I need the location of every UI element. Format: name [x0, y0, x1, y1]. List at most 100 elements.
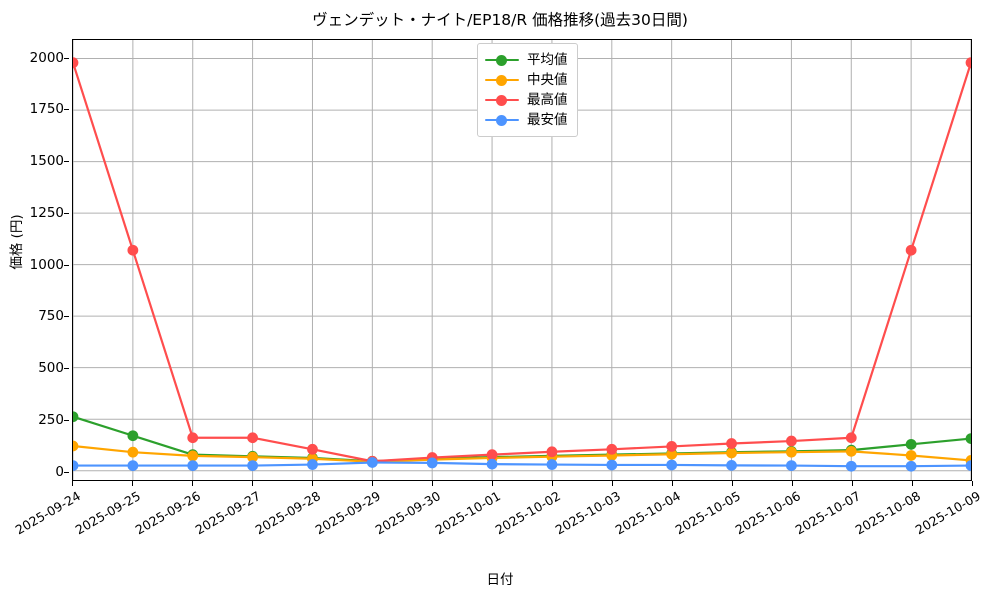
- data-point: [905, 438, 917, 450]
- data-point: [786, 446, 797, 458]
- y-tick-label: 0: [55, 463, 64, 480]
- data-point: [187, 450, 199, 462]
- y-tick-label: 1750: [29, 101, 64, 118]
- series-line: [73, 61, 971, 463]
- data-point: [726, 459, 737, 471]
- y-tick-label: 1000: [29, 256, 64, 273]
- y-tick-label: 1500: [29, 153, 64, 170]
- legend-item[interactable]: 平均値: [485, 50, 568, 70]
- x-tick-mark: [492, 481, 493, 486]
- data-point: [606, 459, 618, 471]
- y-tick-label: 250: [38, 411, 64, 428]
- x-tick-mark: [612, 481, 613, 486]
- legend-label: 最安値: [527, 112, 568, 128]
- data-point: [965, 57, 971, 69]
- data-point: [845, 460, 857, 472]
- legend-marker-icon: [485, 53, 519, 67]
- data-point: [366, 457, 378, 468]
- data-point: [127, 460, 139, 471]
- x-tick-mark: [852, 481, 853, 486]
- y-tick-mark: [64, 368, 69, 370]
- legend-item[interactable]: 中央値: [485, 70, 568, 90]
- legend-label: 中央値: [527, 72, 568, 88]
- data-point: [905, 450, 917, 461]
- data-point: [845, 445, 857, 457]
- y-tick-label: 2000: [29, 49, 64, 66]
- y-tick-label: 500: [38, 360, 64, 377]
- data-point: [965, 433, 971, 444]
- data-point: [73, 57, 79, 69]
- data-point: [426, 457, 438, 469]
- data-point: [845, 432, 857, 444]
- y-tick-mark: [64, 109, 69, 111]
- data-point: [73, 460, 79, 471]
- x-axis-ticks: 2025-09-24 2025-09-25 2025-09-26 2025-09-27…: [0, 481, 1000, 581]
- data-point: [666, 441, 678, 452]
- data-point: [726, 447, 737, 459]
- x-tick-mark: [192, 481, 193, 486]
- data-point: [187, 460, 199, 471]
- legend-marker-icon: [485, 73, 519, 87]
- data-point: [247, 432, 258, 444]
- data-point: [127, 244, 139, 256]
- data-point: [546, 446, 558, 458]
- series-line: [73, 461, 971, 468]
- data-point: [187, 432, 199, 444]
- x-tick-mark: [672, 481, 673, 486]
- x-tick-mark: [252, 481, 253, 486]
- x-tick-mark: [432, 481, 433, 486]
- x-tick-mark: [132, 481, 133, 486]
- y-tick-mark: [64, 264, 69, 266]
- x-tick-mark: [372, 481, 373, 486]
- data-point: [666, 448, 678, 460]
- data-point: [786, 435, 797, 447]
- data-point: [247, 460, 258, 471]
- legend-marker-icon: [485, 113, 519, 127]
- data-point: [127, 430, 139, 442]
- data-point: [606, 443, 618, 455]
- y-tick-label: 1250: [29, 204, 64, 221]
- x-tick-mark: [972, 481, 973, 486]
- data-point: [73, 411, 79, 423]
- grid-lines: [73, 40, 971, 480]
- legend-item[interactable]: 最高値: [485, 90, 568, 110]
- chart-title: ヴェンデット・ナイト/EP18/R 価格推移(過去30日間): [312, 11, 688, 29]
- data-point: [786, 460, 797, 471]
- data-point: [905, 460, 917, 472]
- y-tick-mark: [64, 161, 69, 163]
- chart-legend: 平均値中央値最高値最安値: [477, 43, 578, 137]
- y-axis-ticks: 0 250 500 750 1000 1250 1500 1750 2000: [0, 39, 69, 481]
- x-tick-mark: [72, 481, 73, 486]
- x-tick-mark: [792, 481, 793, 486]
- legend-marker-icon: [485, 93, 519, 107]
- data-point: [307, 459, 318, 470]
- data-point: [905, 244, 917, 256]
- series-lines: [73, 57, 971, 472]
- data-point: [546, 459, 558, 470]
- data-point: [666, 459, 678, 471]
- x-tick-mark: [312, 481, 313, 486]
- y-tick-mark: [64, 212, 69, 214]
- data-point: [307, 443, 318, 455]
- data-point: [486, 458, 498, 470]
- data-point: [247, 451, 258, 463]
- x-tick-mark: [552, 481, 553, 486]
- y-tick-label: 750: [38, 308, 64, 325]
- data-point: [726, 438, 737, 449]
- x-tick-mark: [732, 481, 733, 486]
- data-point: [127, 446, 139, 458]
- data-point: [486, 449, 498, 461]
- x-axis-label: 日付: [486, 572, 514, 588]
- y-axis-label: 価格 (円): [9, 214, 25, 270]
- series-line: [73, 444, 971, 463]
- legend-label: 最高値: [527, 92, 568, 108]
- y-tick-mark: [64, 419, 69, 421]
- x-tick-mark: [912, 481, 913, 486]
- y-tick-mark: [64, 57, 69, 59]
- y-tick-mark: [64, 471, 69, 473]
- legend-item[interactable]: 最安値: [485, 110, 568, 130]
- legend-label: 平均値: [527, 52, 568, 68]
- data-point: [73, 440, 79, 452]
- data-point: [965, 460, 971, 471]
